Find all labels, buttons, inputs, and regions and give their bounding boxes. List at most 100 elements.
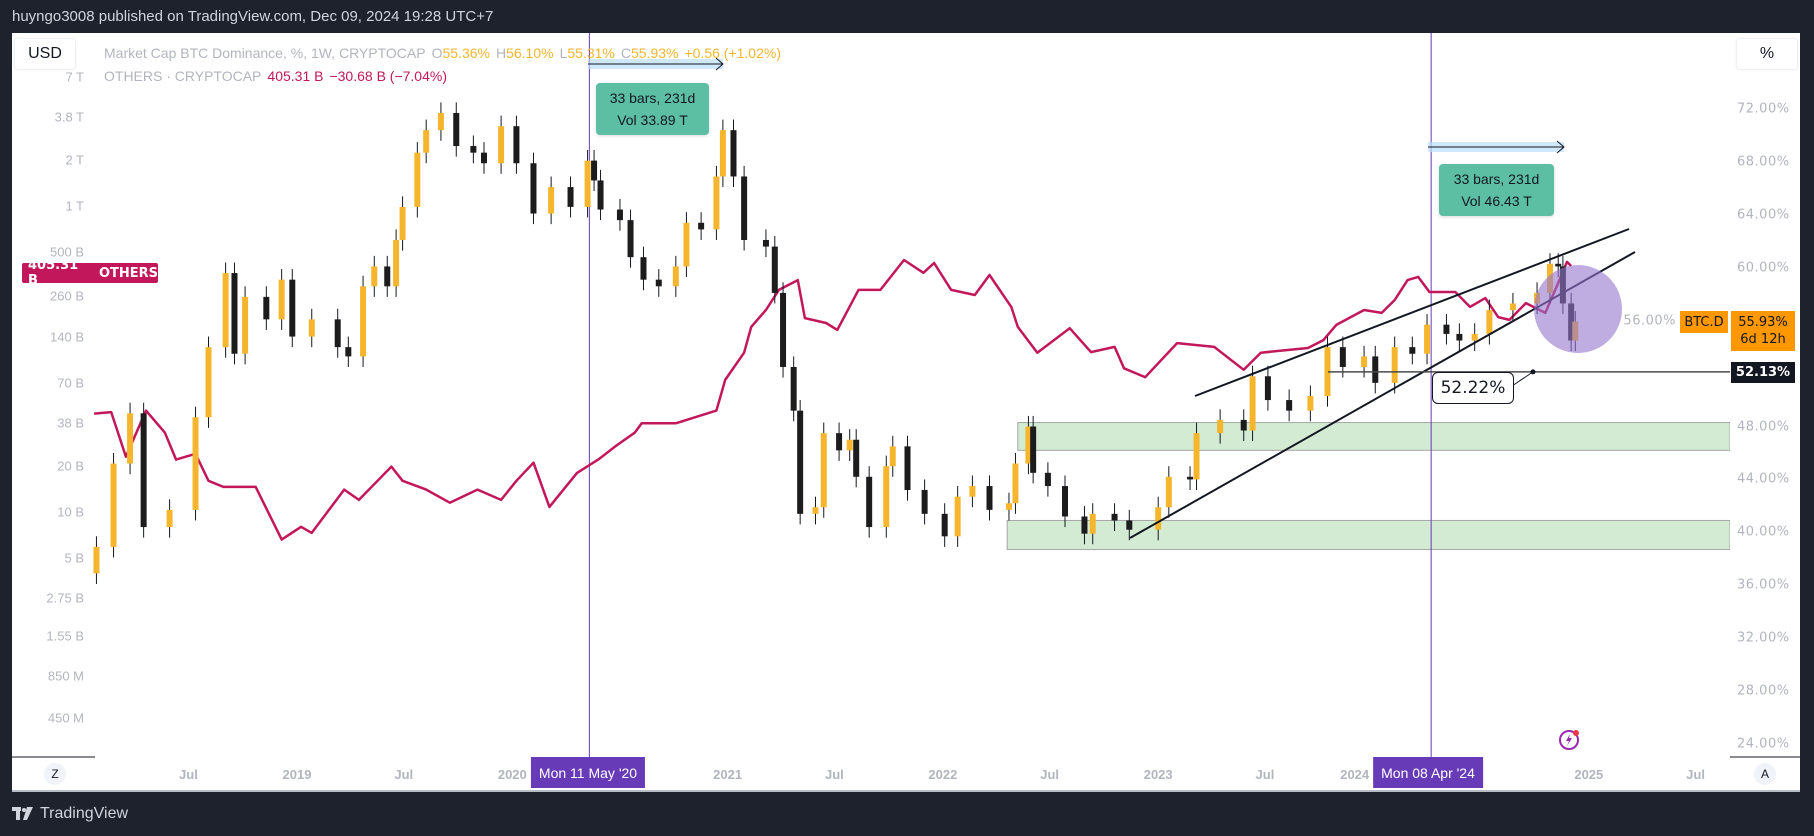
candle [986,475,993,521]
left-axis-tick: 450 M [47,710,84,726]
candle [954,486,961,547]
tradingview-logo[interactable]: TradingView [12,805,128,823]
candle-body [1391,347,1398,383]
lightning-icon[interactable] [1558,728,1580,750]
candle-body [904,446,911,491]
candle [371,255,378,297]
candle [1424,314,1431,365]
candle [921,479,928,525]
legend-low: 55.31% [567,45,615,61]
candle-body [384,266,391,287]
candle-body [513,126,520,164]
candle [1471,323,1478,352]
time-axis-tick: 2024 [1340,767,1370,782]
candle [1361,345,1368,378]
date-range-measure-2[interactable]: 33 bars, 231d Vol 46.43 T [1439,164,1554,216]
candle-body [941,513,948,537]
candle-body [591,160,598,181]
candle [904,435,911,501]
candle-body [846,439,853,451]
btcd-value: 55.93% [1738,315,1788,330]
candle-body [762,239,769,247]
candle [866,466,873,538]
right-axis-tick: 36.00% [1737,577,1790,593]
candle-body [713,176,720,230]
legend-l-label: L [559,45,568,61]
candle [790,356,797,422]
zoom-button[interactable]: Z [44,763,66,785]
candle-body [498,126,505,164]
candle-body [360,286,367,357]
left-axis-tick: 38 B [57,415,84,431]
candle-body [698,222,705,230]
candle-body [1089,513,1096,534]
others-tag-name: OTHERS [98,265,158,281]
left-axis-tick: 1.55 B [46,628,84,644]
candle-body [1111,513,1118,521]
candle-body [110,463,117,547]
others-price-tag: 405.31 B OTHERS [22,258,158,288]
candle [889,435,896,477]
candle-body [730,130,737,177]
candle-body [308,319,315,337]
left-axis-tick: 850 M [47,668,84,684]
scale-mode-button[interactable]: % [1736,38,1798,70]
candle [437,102,444,141]
publish-info: huyngo3008 published on TradingView.com,… [12,8,494,25]
chart-panel[interactable] [12,33,1800,792]
legend-others[interactable]: OTHERS · CRYPTOCAP 405.31 B −30.68 B (−7.0… [104,68,453,84]
btcd-countdown: 6d 12h [1740,332,1786,347]
candle [1111,503,1118,532]
candle [110,452,117,558]
candle [655,269,662,297]
candle-body [627,220,634,258]
tradingview-logo-icon [12,807,33,820]
candle-body [1372,356,1379,383]
candle-body [278,279,285,320]
others-tag-value: 405.31 B [28,258,79,288]
candle-body [1193,433,1200,480]
candle-body [921,490,928,514]
candle-body [127,413,134,464]
date-range-measure-1[interactable]: 33 bars, 231d Vol 33.89 T [596,83,709,135]
left-axis-tick: 7 T [65,69,84,85]
legend-h-label: H [495,45,507,61]
candle-body [1155,507,1162,530]
callout-label[interactable]: 52.22% [1432,372,1514,404]
currency-button[interactable]: USD [14,38,76,70]
candle [640,246,647,291]
candle-body [889,446,896,467]
candle-body [1240,419,1247,431]
left-axis-tick: 3.8 T [54,109,84,125]
right-axis-tick: 60.00% [1737,260,1790,276]
legend-main[interactable]: Market Cap BTC Dominance, %, 1W, CRYPTOC… [104,45,787,61]
candle [683,212,690,278]
candle [530,152,537,225]
candle-body [567,187,574,207]
candle-body [414,152,421,207]
time-axis-tick: 2025 [1574,767,1604,782]
candle [853,429,860,488]
candle-body [597,180,604,210]
candle [741,165,748,251]
candle [548,176,555,225]
candle-body [719,130,726,177]
candle [453,102,460,157]
candle-body [1264,376,1271,401]
candle [797,400,804,525]
legend-o-label: O [431,45,443,61]
date-marker-1: Mon 11 May '20 [530,757,646,788]
left-axis-tick: 2 T [65,152,84,168]
legend-high: 56.10% [506,45,554,61]
candle-body [437,112,444,131]
candle-body [289,279,296,337]
candle-body [584,160,591,207]
candle [242,286,249,365]
candle [1409,336,1416,365]
time-axis-tick: 2021 [713,767,743,782]
candle-body [954,496,961,537]
candle-body [1339,347,1346,367]
auto-scale-button[interactable]: A [1754,763,1776,785]
candle [597,169,604,221]
